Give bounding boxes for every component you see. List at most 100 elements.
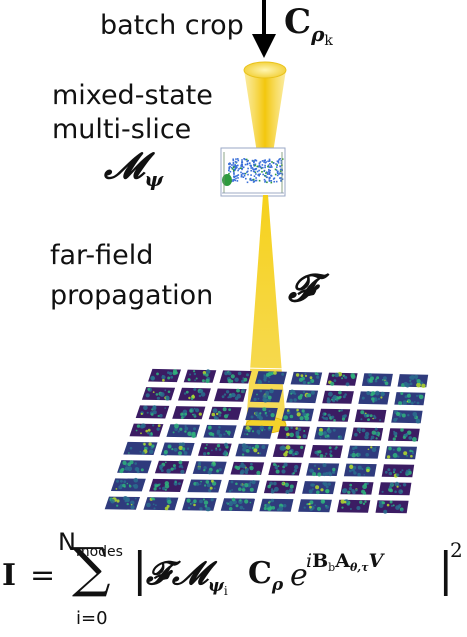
sample-atom	[233, 176, 235, 179]
sample-atom	[264, 180, 267, 182]
diffraction-speckle	[281, 372, 285, 376]
diffraction-speckle	[167, 390, 171, 394]
diffraction-speckle	[115, 488, 118, 490]
diffraction-speckle	[295, 427, 299, 430]
sample-atom	[244, 163, 247, 166]
diffraction-speckle	[277, 465, 280, 468]
diffraction-speckle	[218, 468, 222, 472]
diffraction-speckle	[393, 430, 396, 433]
diffraction-speckle	[349, 483, 353, 487]
diffraction-speckle	[304, 372, 307, 375]
diffraction-speckle	[258, 416, 263, 421]
sample-atom	[245, 158, 248, 161]
diffraction-speckle	[147, 387, 151, 391]
sample-atom	[264, 175, 267, 177]
diffraction-speckle	[253, 397, 257, 401]
diffraction-speckle	[205, 373, 209, 377]
sample-atom	[273, 177, 276, 179]
sample-atom	[234, 167, 237, 169]
diffraction-speckle	[316, 373, 319, 376]
sample-atom	[254, 163, 257, 166]
sample-atom	[265, 161, 267, 163]
sample-atom	[232, 165, 235, 167]
sum-lower-limit: i=0	[76, 608, 108, 629]
diffraction-speckle	[200, 480, 203, 483]
sample-atom	[253, 164, 255, 166]
sample-atom	[232, 161, 235, 164]
diffraction-speckle	[204, 504, 208, 508]
diffraction-speckle	[170, 467, 174, 471]
sample-atom	[262, 173, 264, 176]
sample-atom	[275, 180, 278, 183]
diffraction-speckle	[191, 501, 194, 504]
sample-atom	[261, 160, 264, 162]
diffraction-speckle	[249, 487, 254, 492]
diffraction-speckle	[265, 414, 268, 417]
diffraction-speckle	[223, 433, 226, 436]
diffraction-speckle	[300, 374, 304, 377]
diffraction-speckle	[377, 397, 381, 401]
diffraction-speckle	[375, 437, 378, 440]
diffraction-speckle	[225, 430, 228, 433]
diffraction-speckle	[128, 452, 130, 454]
diffraction-speckle	[416, 394, 419, 397]
diffraction-speckle	[283, 415, 289, 420]
formula-C: Cρ	[248, 556, 284, 595]
sample-atom	[253, 161, 255, 164]
sample-atom	[278, 158, 280, 161]
diffraction-speckle	[136, 470, 140, 474]
sample-atom	[259, 161, 262, 163]
diffraction-speckle	[140, 412, 143, 415]
diffraction-speckle	[187, 506, 191, 510]
diffraction-speckle	[183, 392, 187, 395]
formula-equals: =	[30, 558, 56, 593]
diffraction-speckle	[134, 462, 137, 465]
diffraction-speckle	[289, 488, 293, 493]
diffraction-speckle	[360, 410, 365, 415]
diffraction-speckle	[409, 449, 412, 453]
diffraction-speckle	[399, 471, 402, 474]
diffraction-speckle	[331, 415, 335, 419]
diffraction-speckle	[283, 504, 287, 508]
sample-atom	[255, 173, 257, 175]
sample-atom	[241, 161, 244, 164]
diffraction-speckle	[372, 417, 374, 420]
diffraction-speckle	[240, 388, 246, 394]
diffraction-pattern-tile	[361, 373, 393, 387]
sample-atom	[236, 180, 239, 182]
sample-atom	[268, 173, 270, 175]
sample-atom	[228, 172, 230, 175]
diffraction-speckle	[242, 507, 245, 510]
diffraction-speckle	[343, 375, 348, 379]
diffraction-speckle	[241, 464, 246, 469]
diffraction-speckle	[170, 375, 174, 379]
diffraction-speckle	[327, 413, 331, 417]
diffraction-speckle	[267, 380, 270, 383]
diffraction-speckle	[172, 464, 176, 468]
sample-atom	[269, 163, 271, 165]
diffraction-speckle	[157, 424, 161, 427]
diffraction-speckle	[211, 449, 213, 452]
diffraction-speckle	[294, 464, 299, 470]
sample-atom	[281, 158, 284, 160]
diffraction-speckle	[328, 471, 332, 475]
diffraction-speckle	[303, 506, 306, 509]
diffraction-speckle	[389, 500, 393, 504]
diffraction-speckle	[192, 394, 195, 397]
sample-atom	[264, 164, 266, 167]
diffraction-speckle	[365, 412, 367, 415]
sample-atom	[233, 173, 235, 175]
sample-atom	[232, 158, 234, 161]
diffraction-speckle	[149, 449, 154, 454]
diffraction-speckle	[244, 499, 249, 504]
diffraction-speckle	[341, 377, 344, 380]
diffraction-speckle	[364, 431, 370, 437]
diffraction-speckle	[384, 470, 388, 474]
diffraction-speckle	[269, 388, 274, 394]
diffraction-speckle	[209, 486, 213, 490]
diffraction-speckle	[403, 451, 408, 456]
diffraction-speckle	[341, 488, 347, 494]
diffraction-speckle	[207, 425, 212, 430]
sample-atom	[280, 179, 282, 181]
diffraction-speckle	[234, 396, 239, 401]
